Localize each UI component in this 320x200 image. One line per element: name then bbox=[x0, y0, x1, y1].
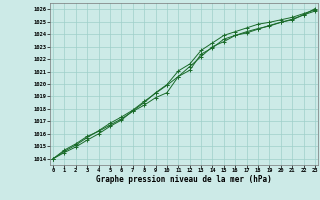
X-axis label: Graphe pression niveau de la mer (hPa): Graphe pression niveau de la mer (hPa) bbox=[96, 175, 272, 184]
